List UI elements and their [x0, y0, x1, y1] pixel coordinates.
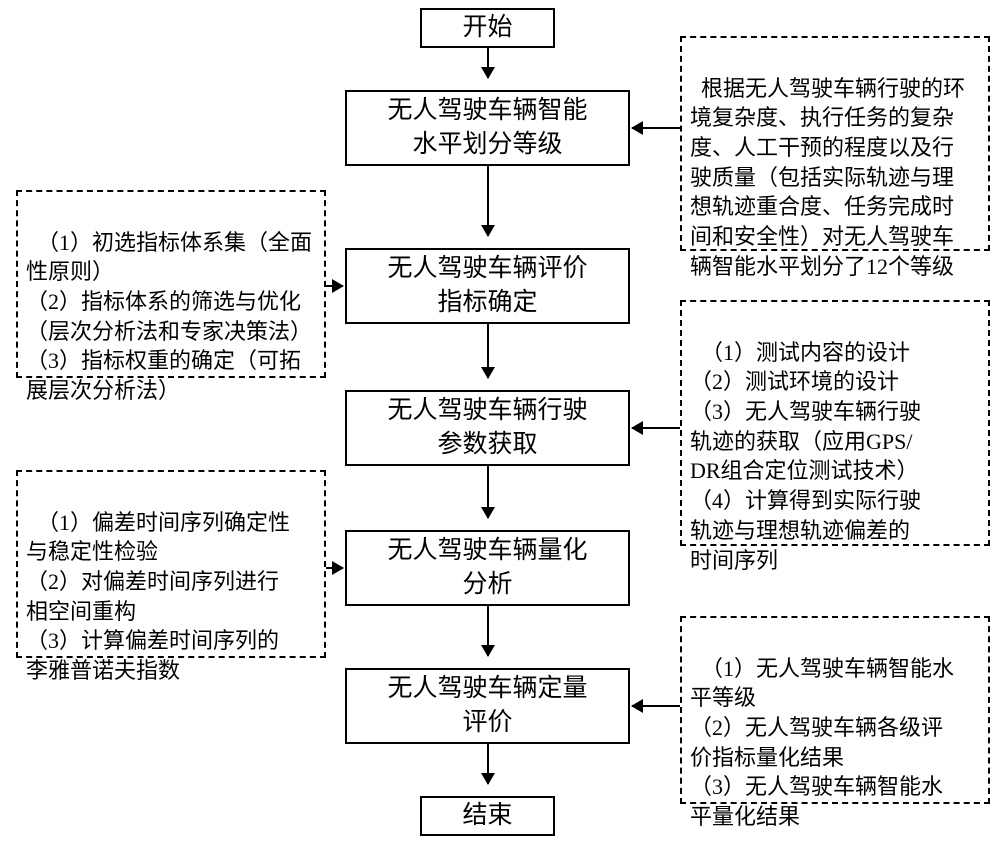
- annotation-4: （1）偏差时间序列确定性 与稳定性检验 （2）对偏差时间序列进行 相空间重构 （…: [16, 470, 326, 658]
- node-5-label: 无人驾驶车辆定量 评价: [387, 672, 587, 740]
- annotation-1: 根据无人驾驶车辆行驶的环 境复杂度、执行任务的复杂 度、人工干预的程度以及行 驶…: [680, 36, 990, 251]
- arrow-n5-end: [487, 744, 489, 784]
- arrow-n4-n5: [487, 606, 489, 656]
- arrow-n3-n4: [487, 466, 489, 518]
- arrow-a3-n3: [632, 427, 680, 429]
- start-label: 开始: [462, 11, 512, 45]
- node-1: 无人驾驶车辆智能 水平划分等级: [345, 90, 630, 166]
- arrow-a1-n1: [632, 127, 680, 129]
- annotation-5-text: （1）无人驾驶车辆智能水 平等级 （2）无人驾驶车辆各级评 价指标量化结果 （3…: [690, 656, 954, 829]
- annotation-4-text: （1）偏差时间序列确定性 与稳定性检验 （2）对偏差时间序列进行 相空间重构 （…: [26, 510, 290, 683]
- annotation-2-text: （1）初选指标体系集（全面 性原则） （2）指标体系的筛选与优化 （层次分析法和…: [26, 230, 312, 403]
- end-node: 结束: [420, 796, 555, 836]
- node-3: 无人驾驶车辆行驶 参数获取: [345, 390, 630, 466]
- arrow-a4-n4: [326, 567, 343, 569]
- arrow-n1-n2: [487, 166, 489, 236]
- node-5: 无人驾驶车辆定量 评价: [345, 668, 630, 744]
- node-4-label: 无人驾驶车辆量化 分析: [387, 534, 587, 602]
- arrow-a2-n2: [326, 285, 343, 287]
- node-2: 无人驾驶车辆评价 指标确定: [345, 248, 630, 324]
- node-2-label: 无人驾驶车辆评价 指标确定: [387, 252, 587, 320]
- start-node: 开始: [420, 8, 555, 48]
- annotation-3-text: （1）测试内容的设计 （2）测试环境的设计 （3）无人驾驶车辆行驶 轨迹的获取（…: [690, 340, 921, 573]
- annotation-2: （1）初选指标体系集（全面 性原则） （2）指标体系的筛选与优化 （层次分析法和…: [16, 190, 326, 378]
- arrow-a5-n5: [632, 705, 680, 707]
- annotation-5: （1）无人驾驶车辆智能水 平等级 （2）无人驾驶车辆各级评 价指标量化结果 （3…: [680, 616, 990, 804]
- annotation-3: （1）测试内容的设计 （2）测试环境的设计 （3）无人驾驶车辆行驶 轨迹的获取（…: [680, 300, 990, 546]
- node-4: 无人驾驶车辆量化 分析: [345, 530, 630, 606]
- annotation-1-text: 根据无人驾驶车辆行驶的环 境复杂度、执行任务的复杂 度、人工干预的程度以及行 驶…: [690, 76, 965, 279]
- node-1-label: 无人驾驶车辆智能 水平划分等级: [387, 94, 587, 162]
- arrow-n2-n3: [487, 324, 489, 378]
- end-label: 结束: [462, 799, 512, 833]
- arrow-start-n1: [487, 48, 489, 78]
- node-3-label: 无人驾驶车辆行驶 参数获取: [387, 394, 587, 462]
